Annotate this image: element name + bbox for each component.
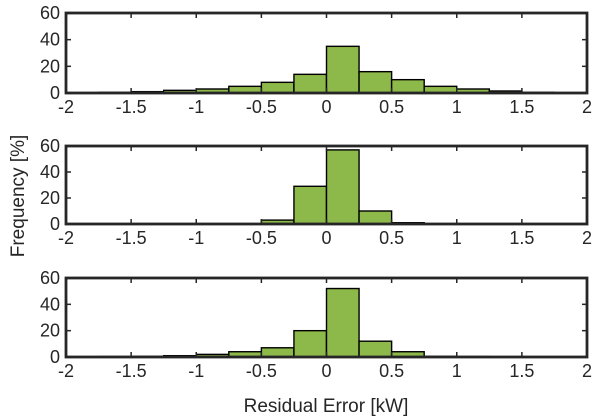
- histogram-bar: [325, 149, 360, 225]
- x-tick-label: 2: [582, 228, 592, 248]
- x-tick-label: 2: [582, 361, 592, 381]
- y-tick-label: 0: [50, 83, 60, 103]
- histogram-bar: [260, 81, 295, 94]
- y-tick-label: 40: [40, 294, 60, 314]
- x-tick-label: -0.5: [246, 228, 277, 248]
- x-tick-label: -1.5: [116, 228, 147, 248]
- x-tick-label: 1.5: [509, 228, 534, 248]
- x-tick-label: -0.5: [246, 97, 277, 117]
- y-tick-label: 20: [40, 56, 60, 76]
- x-tick-label: 2: [582, 97, 592, 117]
- x-tick-label: -2: [58, 97, 74, 117]
- x-tick-label: 1: [452, 228, 462, 248]
- x-tick-label: 0: [321, 97, 331, 117]
- x-tick-label: 1: [452, 97, 462, 117]
- y-tick-label: 0: [50, 347, 60, 367]
- y-tick-label: 40: [40, 162, 60, 182]
- histogram-bar: [390, 78, 425, 94]
- y-tick-label: 60: [40, 3, 60, 23]
- x-tick-label: -1.5: [116, 361, 147, 381]
- x-tick-label: -1: [188, 361, 204, 381]
- x-tick-label: -1: [188, 97, 204, 117]
- x-tick-label: -2: [58, 228, 74, 248]
- x-axis-label: Residual Error [kW]: [244, 396, 409, 417]
- x-tick-label: -1: [188, 228, 204, 248]
- y-tick-label: 60: [40, 268, 60, 288]
- histogram-bar: [358, 340, 393, 358]
- histogram-bar: [325, 45, 360, 94]
- y-axis-label: Frequency [%]: [8, 135, 29, 258]
- x-tick-label: 1.5: [509, 361, 534, 381]
- x-tick-label: -0.5: [246, 361, 277, 381]
- histogram-bar: [293, 73, 328, 94]
- y-tick-label: 20: [40, 321, 60, 341]
- histogram-bar: [325, 287, 360, 358]
- x-tick-label: 0: [321, 361, 331, 381]
- x-tick-label: 1: [452, 361, 462, 381]
- y-tick-label: 0: [50, 214, 60, 234]
- histogram-bar: [293, 185, 328, 225]
- x-tick-label: -1.5: [116, 97, 147, 117]
- y-tick-label: 60: [40, 136, 60, 156]
- x-tick-label: 0.5: [379, 228, 404, 248]
- y-tick-label: 20: [40, 188, 60, 208]
- histogram-bar: [358, 70, 393, 94]
- histogram-bar: [293, 329, 328, 358]
- x-tick-label: 0.5: [379, 97, 404, 117]
- x-tick-label: 0: [321, 228, 331, 248]
- x-tick-label: -2: [58, 361, 74, 381]
- y-tick-label: 40: [40, 30, 60, 50]
- x-tick-label: 0.5: [379, 361, 404, 381]
- histogram-bar: [358, 210, 393, 225]
- x-tick-label: 1.5: [509, 97, 534, 117]
